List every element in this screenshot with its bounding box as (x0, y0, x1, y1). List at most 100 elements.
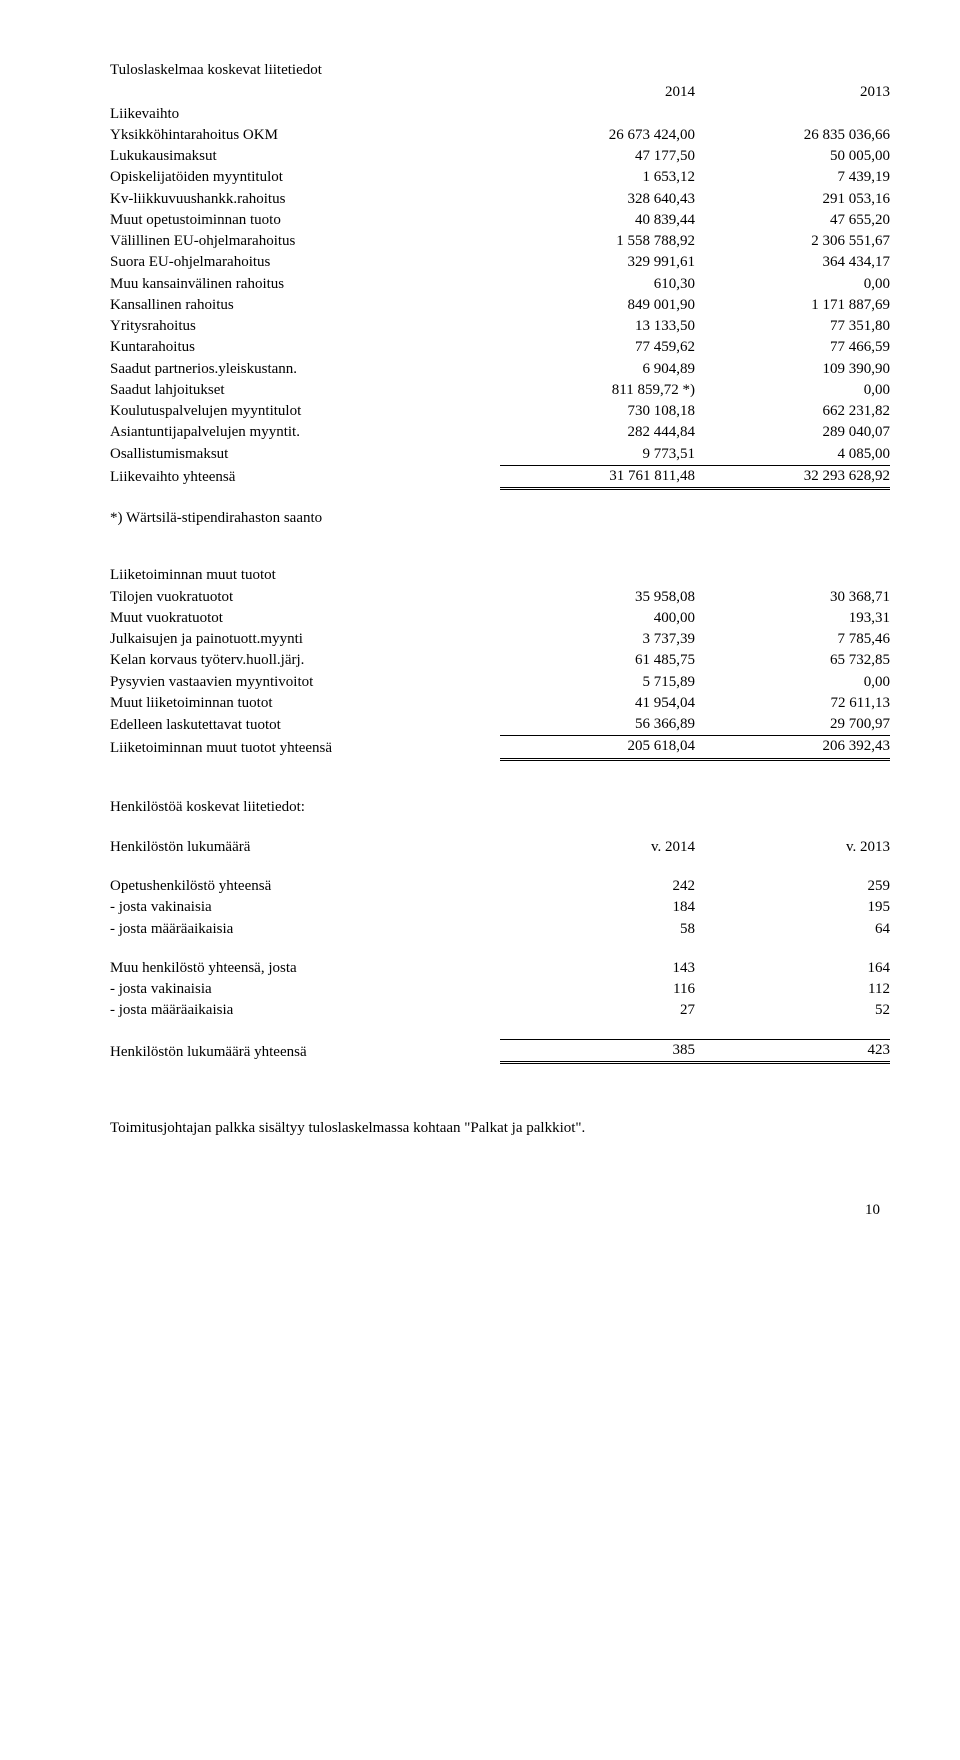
liikevaihto-label: Liikevaihto (110, 104, 500, 125)
total-row: Liikevaihto yhteensä 31 761 811,48 32 29… (110, 465, 890, 488)
row-value-2: 1 171 887,69 (695, 295, 890, 316)
total-row: Liiketoiminnan muut tuotot yhteensä 205 … (110, 736, 890, 759)
row-value-1: 143 (500, 958, 695, 979)
table-henkilosto: Henkilöstön lukumäärä v. 2014 v. 2013 Op… (110, 837, 890, 1065)
row-value-1: 56 366,89 (500, 714, 695, 736)
footnote-table: *) Wärtsilä-stipendirahaston saanto (110, 508, 890, 529)
total-v1: 385 (500, 1040, 695, 1063)
row-label: Asiantuntijapalvelujen myyntit. (110, 422, 500, 443)
row-value-1: 47 177,50 (500, 146, 695, 167)
row-label: Muut liiketoiminnan tuotot (110, 693, 500, 714)
table-row: Muu henkilöstö yhteensä, josta143164 (110, 958, 890, 979)
table-row: - josta määräaikaisia2752 (110, 1000, 890, 1021)
subheading-row: Liiketoiminnan muut tuotot (110, 565, 890, 586)
row-value-2: 77 466,59 (695, 337, 890, 358)
row-label: Suora EU-ohjelmarahoitus (110, 252, 500, 273)
total-row: Henkilöstön lukumäärä yhteensä 385 423 (110, 1040, 890, 1063)
row-value-1: 282 444,84 (500, 422, 695, 443)
table-row: Muu kansainvälinen rahoitus610,300,00 (110, 274, 890, 295)
subheading-row: Liikevaihto (110, 104, 890, 125)
table-row: Saadut lahjoitukset811 859,72 *)0,00 (110, 380, 890, 401)
row-value-2: 289 040,07 (695, 422, 890, 443)
row-value-1: 610,30 (500, 274, 695, 295)
table-row: Asiantuntijapalvelujen myyntit.282 444,8… (110, 422, 890, 443)
row-value-1: 6 904,89 (500, 359, 695, 380)
row-value-1: 116 (500, 979, 695, 1000)
total-v1: 205 618,04 (500, 736, 695, 759)
row-value-2: 4 085,00 (695, 444, 890, 466)
total-v1: 31 761 811,48 (500, 465, 695, 488)
total-v2: 32 293 628,92 (695, 465, 890, 488)
row-label: - josta vakinaisia (110, 897, 500, 918)
row-value-2: 52 (695, 1000, 890, 1021)
row-label: Saadut lahjoitukset (110, 380, 500, 401)
table-row: - josta vakinaisia116112 (110, 979, 890, 1000)
row-value-2: 164 (695, 958, 890, 979)
row-value-2: 30 368,71 (695, 587, 890, 608)
row-value-2: 112 (695, 979, 890, 1000)
row-value-1: 184 (500, 897, 695, 918)
row-value-1: 27 (500, 1000, 695, 1021)
row-value-1: 1 653,12 (500, 167, 695, 188)
table-row: Kansallinen rahoitus849 001,901 171 887,… (110, 295, 890, 316)
table-row: Pysyvien vastaavien myyntivoitot5 715,89… (110, 672, 890, 693)
row-label: Muut opetustoiminnan tuoto (110, 210, 500, 231)
table-row: Opiskelijatöiden myyntitulot1 653,127 43… (110, 167, 890, 188)
row-value-2: 65 732,85 (695, 650, 890, 671)
row-value-1: 41 954,04 (500, 693, 695, 714)
row-label: Pysyvien vastaavien myyntivoitot (110, 672, 500, 693)
row-label: Yksikköhintarahoitus OKM (110, 125, 500, 146)
row-label: Muut vuokratuotot (110, 608, 500, 629)
total-label: Henkilöstön lukumäärä yhteensä (110, 1040, 500, 1063)
row-label: - josta määräaikaisia (110, 1000, 500, 1021)
row-value-1: 9 773,51 (500, 444, 695, 466)
table-muut-tuotot: Liiketoiminnan muut tuotot Tilojen vuokr… (110, 565, 890, 760)
row-value-2: 7 439,19 (695, 167, 890, 188)
row-label: Kv-liikkuvuushankk.rahoitus (110, 189, 500, 210)
row-value-2: 47 655,20 (695, 210, 890, 231)
section-1-title: Tuloslaskelmaa koskevat liitetiedot (110, 60, 890, 80)
row-value-2: 193,31 (695, 608, 890, 629)
table-row: - josta vakinaisia184195 (110, 897, 890, 918)
year-col-1: 2014 (500, 82, 695, 103)
row-value-1: 35 958,08 (500, 587, 695, 608)
row-value-2: 0,00 (695, 274, 890, 295)
row-label: Koulutuspalvelujen myyntitulot (110, 401, 500, 422)
table-row: Kuntarahoitus77 459,6277 466,59 (110, 337, 890, 358)
row-label: Edelleen laskutettavat tuotot (110, 714, 500, 736)
hl-v1: v. 2014 (500, 837, 695, 858)
row-value-2: 259 (695, 876, 890, 897)
table-row: Tilojen vuokratuotot35 958,0830 368,71 (110, 587, 890, 608)
row-label: Yritysrahoitus (110, 316, 500, 337)
table-row: Välillinen EU-ohjelmarahoitus1 558 788,9… (110, 231, 890, 252)
row-value-2: 26 835 036,66 (695, 125, 890, 146)
total-label: Liikevaihto yhteensä (110, 465, 500, 488)
row-label: Kuntarahoitus (110, 337, 500, 358)
row-value-1: 328 640,43 (500, 189, 695, 210)
muut-tuotot-label: Liiketoiminnan muut tuotot (110, 565, 500, 586)
row-value-1: 730 108,18 (500, 401, 695, 422)
row-value-1: 26 673 424,00 (500, 125, 695, 146)
row-value-2: 2 306 551,67 (695, 231, 890, 252)
table-row: Koulutuspalvelujen myyntitulot730 108,18… (110, 401, 890, 422)
table-row: Lukukausimaksut47 177,5050 005,00 (110, 146, 890, 167)
table-row: Kelan korvaus työterv.huoll.järj.61 485,… (110, 650, 890, 671)
row-label: Muu kansainvälinen rahoitus (110, 274, 500, 295)
total-v2: 423 (695, 1040, 890, 1063)
table-row: Julkaisujen ja painotuott.myynti3 737,39… (110, 629, 890, 650)
row-value-1: 40 839,44 (500, 210, 695, 231)
table-row: Muut liiketoiminnan tuotot41 954,0472 61… (110, 693, 890, 714)
row-value-2: 662 231,82 (695, 401, 890, 422)
row-value-2: 50 005,00 (695, 146, 890, 167)
footer-line-table: Toimitusjohtajan palkka sisältyy tulosla… (110, 1118, 890, 1139)
row-label: - josta vakinaisia (110, 979, 500, 1000)
row-value-1: 811 859,72 *) (500, 380, 695, 401)
footnote-text: *) Wärtsilä-stipendirahaston saanto (110, 508, 500, 529)
row-label: Julkaisujen ja painotuott.myynti (110, 629, 500, 650)
row-label: Muu henkilöstö yhteensä, josta (110, 958, 500, 979)
header-row: Henkilöstön lukumäärä v. 2014 v. 2013 (110, 837, 890, 858)
row-label: Kelan korvaus työterv.huoll.järj. (110, 650, 500, 671)
table-row: Yksikköhintarahoitus OKM26 673 424,0026 … (110, 125, 890, 146)
year-col-2: 2013 (695, 82, 890, 103)
row-value-2: 29 700,97 (695, 714, 890, 736)
